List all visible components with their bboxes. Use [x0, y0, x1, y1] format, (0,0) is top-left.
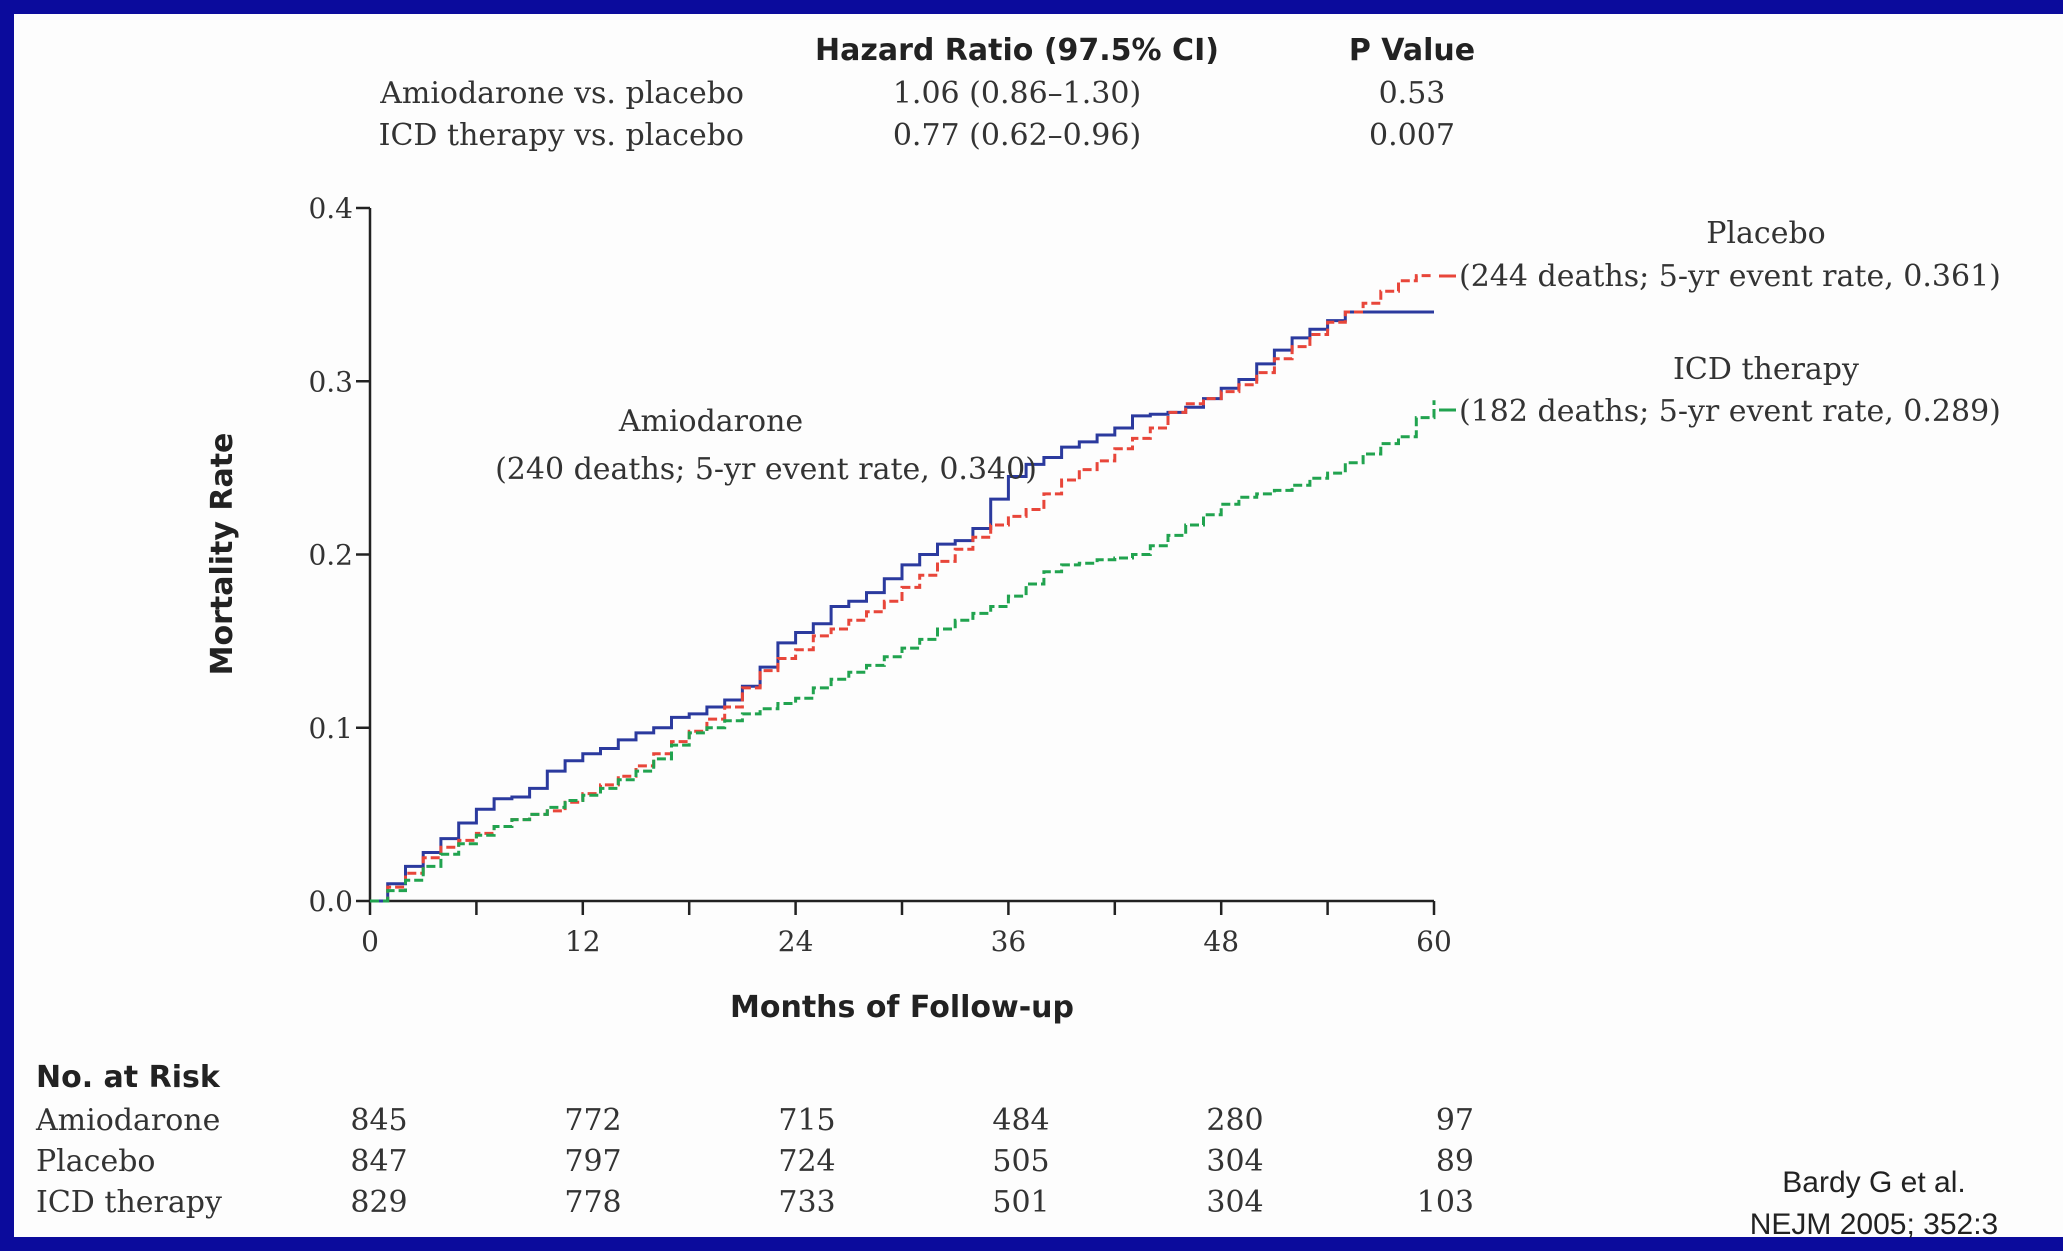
at-risk-row-label: Amiodarone [35, 1103, 220, 1138]
axes: 0.0 0.1 0.2 0.3 0.4 0 12 24 36 48 60 Months of Foll… [205, 192, 1452, 1025]
at-risk-value: 97 [1436, 1103, 1474, 1138]
citation: Bardy G et al. NEJM 2005; 352:3 [1714, 1162, 2034, 1246]
citation-line-2: NEJM 2005; 352:3 [1749, 1208, 1999, 1241]
at-risk-value: 829 [350, 1185, 407, 1220]
at-risk-value: 505 [992, 1144, 1049, 1179]
x-tick-label: 48 [1203, 925, 1239, 958]
amiodarone-label: Amiodarone [618, 404, 803, 439]
at-risk-value: 715 [778, 1103, 835, 1138]
hr-header: Hazard Ratio (97.5% CI) [815, 33, 1219, 68]
at-risk-row-label: Placebo [36, 1144, 156, 1179]
hr-row-p: 0.53 [1379, 76, 1446, 111]
y-tick-label: 0.2 [308, 539, 353, 572]
km-chart: Hazard Ratio (97.5% CI) P Value Amiodarone… [35, 33, 2001, 1220]
series-lines [370, 274, 1436, 903]
at-risk-value: 847 [350, 1144, 407, 1179]
amiodarone-note: (240 deaths; 5-yr event rate, 0.340) [495, 452, 1037, 487]
y-axis-label: Mortality Rate [205, 433, 240, 676]
placebo-label: Placebo [1706, 216, 1826, 251]
y-tick-label: 0.3 [308, 365, 353, 398]
at-risk-value: 724 [778, 1144, 835, 1179]
icd-note: (182 deaths; 5-yr event rate, 0.289) [1459, 394, 2001, 429]
hazard-ratio-table: Hazard Ratio (97.5% CI) P Value Amiodarone… [379, 33, 1476, 153]
x-tick-label: 24 [778, 925, 814, 958]
y-tick-label: 0.0 [308, 885, 353, 918]
series-labels: Amiodarone (240 deaths; 5-yr event rate, … [495, 216, 2001, 487]
at-risk-value: 778 [564, 1185, 621, 1220]
x-tick-label: 12 [565, 925, 601, 958]
hr-row-label: ICD therapy vs. placebo [379, 118, 744, 153]
placebo-note: (244 deaths; 5-yr event rate, 0.361) [1459, 259, 2001, 294]
at-risk-value: 304 [1206, 1144, 1263, 1179]
figure-panel: Hazard Ratio (97.5% CI) P Value Amiodarone… [14, 14, 2063, 1241]
at-risk-value: 280 [1206, 1103, 1263, 1138]
hr-row-value: 0.77 (0.62–0.96) [893, 118, 1141, 153]
at-risk-value: 772 [564, 1103, 621, 1138]
at-risk-value: 845 [350, 1103, 407, 1138]
at-risk-row-label: ICD therapy [36, 1185, 222, 1220]
x-tick-label: 36 [991, 925, 1027, 958]
at-risk-value: 797 [564, 1144, 621, 1179]
at-risk-value: 733 [778, 1185, 835, 1220]
y-tick-label: 0.1 [308, 712, 353, 745]
x-tick-label: 60 [1416, 925, 1452, 958]
x-tick-label: 0 [361, 925, 379, 958]
p-header: P Value [1349, 33, 1475, 68]
at-risk-title: No. at Risk [36, 1060, 221, 1095]
citation-line-1: Bardy G et al. [1782, 1166, 1966, 1199]
hr-row-label: Amiodarone vs. placebo [379, 76, 744, 111]
at-risk-value: 89 [1436, 1144, 1474, 1179]
series-line-icd-therapy [370, 400, 1436, 903]
at-risk-value: 304 [1206, 1185, 1263, 1220]
x-axis-label: Months of Follow-up [730, 990, 1074, 1025]
at-risk-value: 484 [992, 1103, 1049, 1138]
series-line-placebo [370, 274, 1434, 903]
y-tick-label: 0.4 [308, 192, 353, 225]
hr-row-p: 0.007 [1369, 118, 1455, 153]
series-line-amiodarone [370, 310, 1434, 903]
at-risk-table: No. at Risk Amiodarone 845 772 715 484 280 97 Pl… [35, 1060, 1474, 1220]
at-risk-value: 103 [1417, 1185, 1474, 1220]
icd-label: ICD therapy [1673, 352, 1859, 387]
hr-row-value: 1.06 (0.86–1.30) [893, 76, 1141, 111]
at-risk-value: 501 [992, 1185, 1049, 1220]
